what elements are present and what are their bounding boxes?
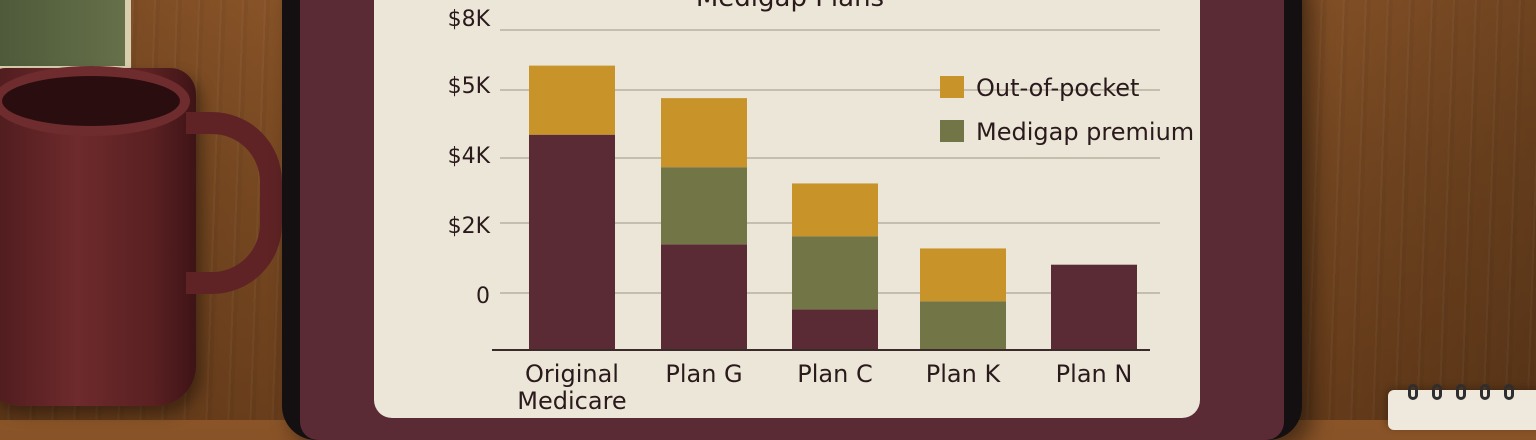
- chart-title: Medigap Plans: [696, 0, 884, 13]
- bar-segment: [661, 244, 747, 350]
- y-axis-ticks: 0 $2K $4K $5K $8K: [448, 7, 491, 309]
- legend-label: Out-of-pocket: [976, 74, 1139, 102]
- bar-segment: [920, 301, 1006, 350]
- bar-segment: [792, 183, 878, 237]
- bar-segment: [661, 98, 747, 168]
- y-tick-label: $2K: [448, 214, 491, 239]
- bar-segment: [792, 236, 878, 310]
- y-tick-label: $4K: [448, 144, 491, 169]
- notepad-ring: [1480, 384, 1490, 400]
- x-tick-label: Original Medicare: [517, 360, 626, 415]
- legend-swatch: [940, 120, 964, 142]
- notepad-ring: [1456, 384, 1466, 400]
- bar-segment: [661, 167, 747, 245]
- bars: [529, 65, 1137, 350]
- bar-segment: [1051, 264, 1137, 350]
- coffee-mug-rim: [0, 66, 190, 136]
- x-tick-label: Plan C: [797, 360, 872, 388]
- x-tick-label: Plan G: [665, 360, 742, 388]
- bar-segment: [792, 309, 878, 350]
- x-axis-labels: Original Medicare Plan G Plan C Plan K Plan N: [517, 360, 1132, 415]
- legend-swatch: [940, 76, 964, 98]
- stacked-bar-chart: Medigap Plans 0 $2K $4K $5K $8K OriginalMedi…: [448, 0, 1195, 415]
- y-tick-label: $8K: [448, 7, 491, 32]
- legend-label: Medigap premium: [976, 118, 1194, 146]
- legend: Out-of-pocket Medigap premium: [940, 74, 1194, 146]
- bar-segment: [529, 134, 615, 350]
- y-tick-label: 0: [476, 284, 490, 309]
- notepad-ring: [1504, 384, 1514, 400]
- bar-segment: [920, 248, 1006, 302]
- notepad-ring: [1408, 384, 1418, 400]
- x-tick-label: Plan N: [1056, 360, 1133, 388]
- notepad-ring: [1432, 384, 1442, 400]
- bar-segment: [529, 65, 615, 135]
- x-tick-label: Plan K: [926, 360, 1002, 388]
- y-tick-label: $5K: [448, 74, 491, 99]
